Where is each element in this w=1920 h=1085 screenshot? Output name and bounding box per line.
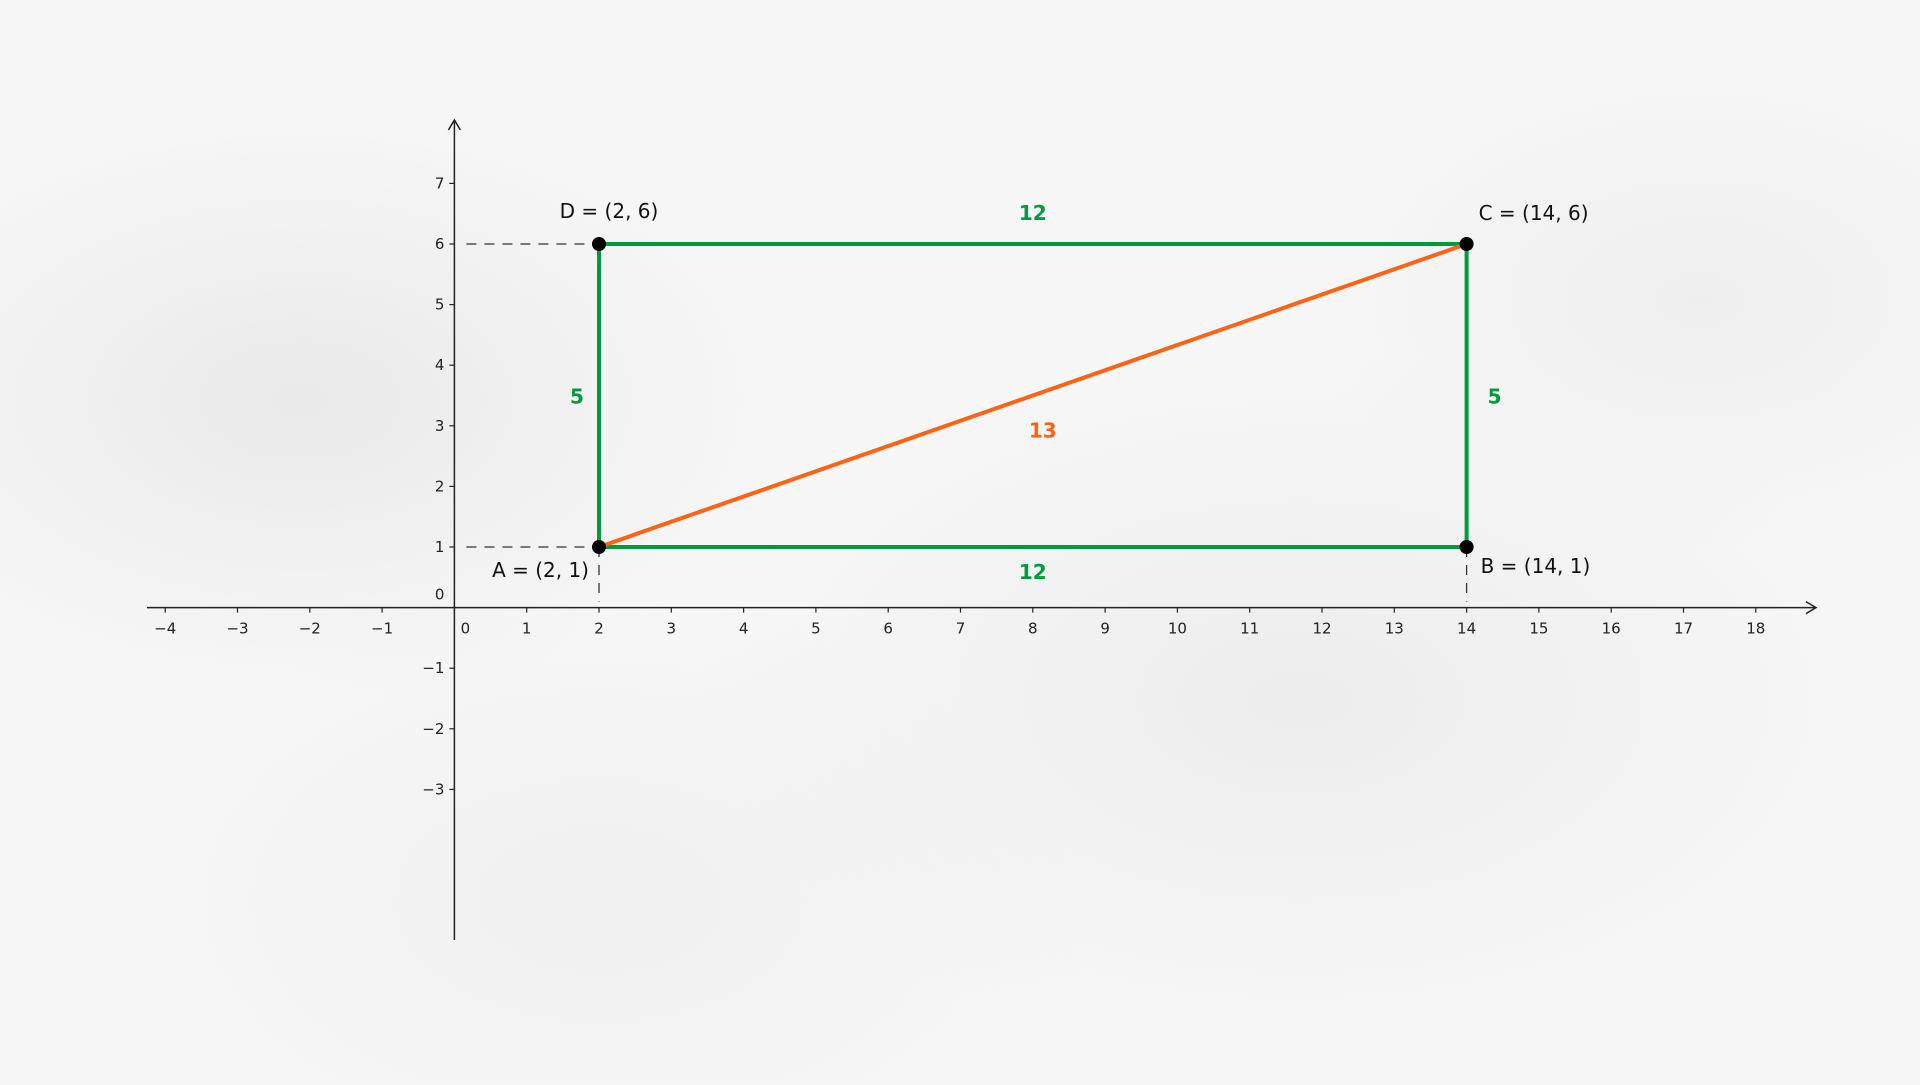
y-tick-label: 7 [435, 174, 445, 192]
length-label-CD: 12 [1019, 201, 1047, 225]
x-tick-label: −2 [299, 620, 321, 638]
x-tick-label: 4 [739, 620, 749, 638]
y-axis-arrow-icon [447, 118, 462, 131]
x-tick-label: 0 [461, 620, 471, 638]
x-tick-label: −4 [154, 620, 176, 638]
length-label-BC: 5 [1488, 385, 1502, 409]
x-tick-label: 15 [1529, 620, 1548, 638]
y-tick-label: 0 [435, 586, 445, 604]
point-label-A: A = (2, 1) [492, 558, 589, 582]
y-tick-label: 4 [435, 356, 445, 374]
x-tick-label: −1 [371, 620, 393, 638]
x-tick-label: 17 [1674, 620, 1693, 638]
y-tick-label: 2 [435, 477, 445, 495]
x-tick-label: 14 [1457, 620, 1476, 638]
x-tick-label: 1 [522, 620, 532, 638]
x-tick-label: −3 [226, 620, 248, 638]
x-tick-label: 2 [594, 620, 604, 638]
x-tick-label: 5 [811, 620, 821, 638]
x-tick-label: 13 [1385, 620, 1404, 638]
point-B [1459, 540, 1474, 554]
x-tick-label: 9 [1100, 620, 1110, 638]
segment-AC [597, 242, 1469, 549]
y-tick-label: 6 [435, 235, 445, 253]
x-tick-label: 16 [1602, 620, 1621, 638]
x-tick-label: 12 [1312, 620, 1331, 638]
x-tick-label: 18 [1746, 620, 1765, 638]
y-tick-label: 1 [435, 538, 445, 556]
x-tick-label: 3 [667, 620, 677, 638]
y-tick-label: −2 [422, 720, 444, 738]
x-tick-label: 6 [883, 620, 893, 638]
point-label-B: B = (14, 1) [1481, 554, 1591, 578]
x-tick-label: 11 [1240, 620, 1259, 638]
y-tick-label: 5 [435, 296, 445, 314]
y-tick-label: −1 [422, 659, 444, 677]
y-tick-label: 3 [435, 417, 445, 435]
length-label-AB: 12 [1019, 560, 1047, 584]
point-label-D: D = (2, 6) [560, 199, 659, 223]
point-A [592, 540, 606, 554]
x-tick-label: 8 [1028, 620, 1038, 638]
x-tick-label: 7 [956, 620, 966, 638]
point-D [592, 237, 606, 251]
length-label-DA: 5 [570, 385, 584, 409]
point-C [1459, 237, 1474, 251]
y-tick-label: −3 [422, 780, 444, 798]
point-label-C: C = (14, 6) [1479, 201, 1589, 225]
x-tick-label: 10 [1168, 620, 1187, 638]
x-axis-arrow-icon [1805, 600, 1818, 615]
length-label-AC: 13 [1029, 419, 1057, 443]
